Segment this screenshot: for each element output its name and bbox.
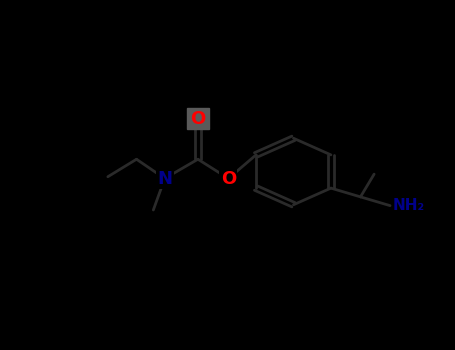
Text: N: N [157, 169, 172, 188]
Text: O: O [221, 169, 236, 188]
Text: O: O [190, 110, 206, 128]
Bar [187, 108, 209, 129]
Text: NH₂: NH₂ [392, 198, 425, 213]
